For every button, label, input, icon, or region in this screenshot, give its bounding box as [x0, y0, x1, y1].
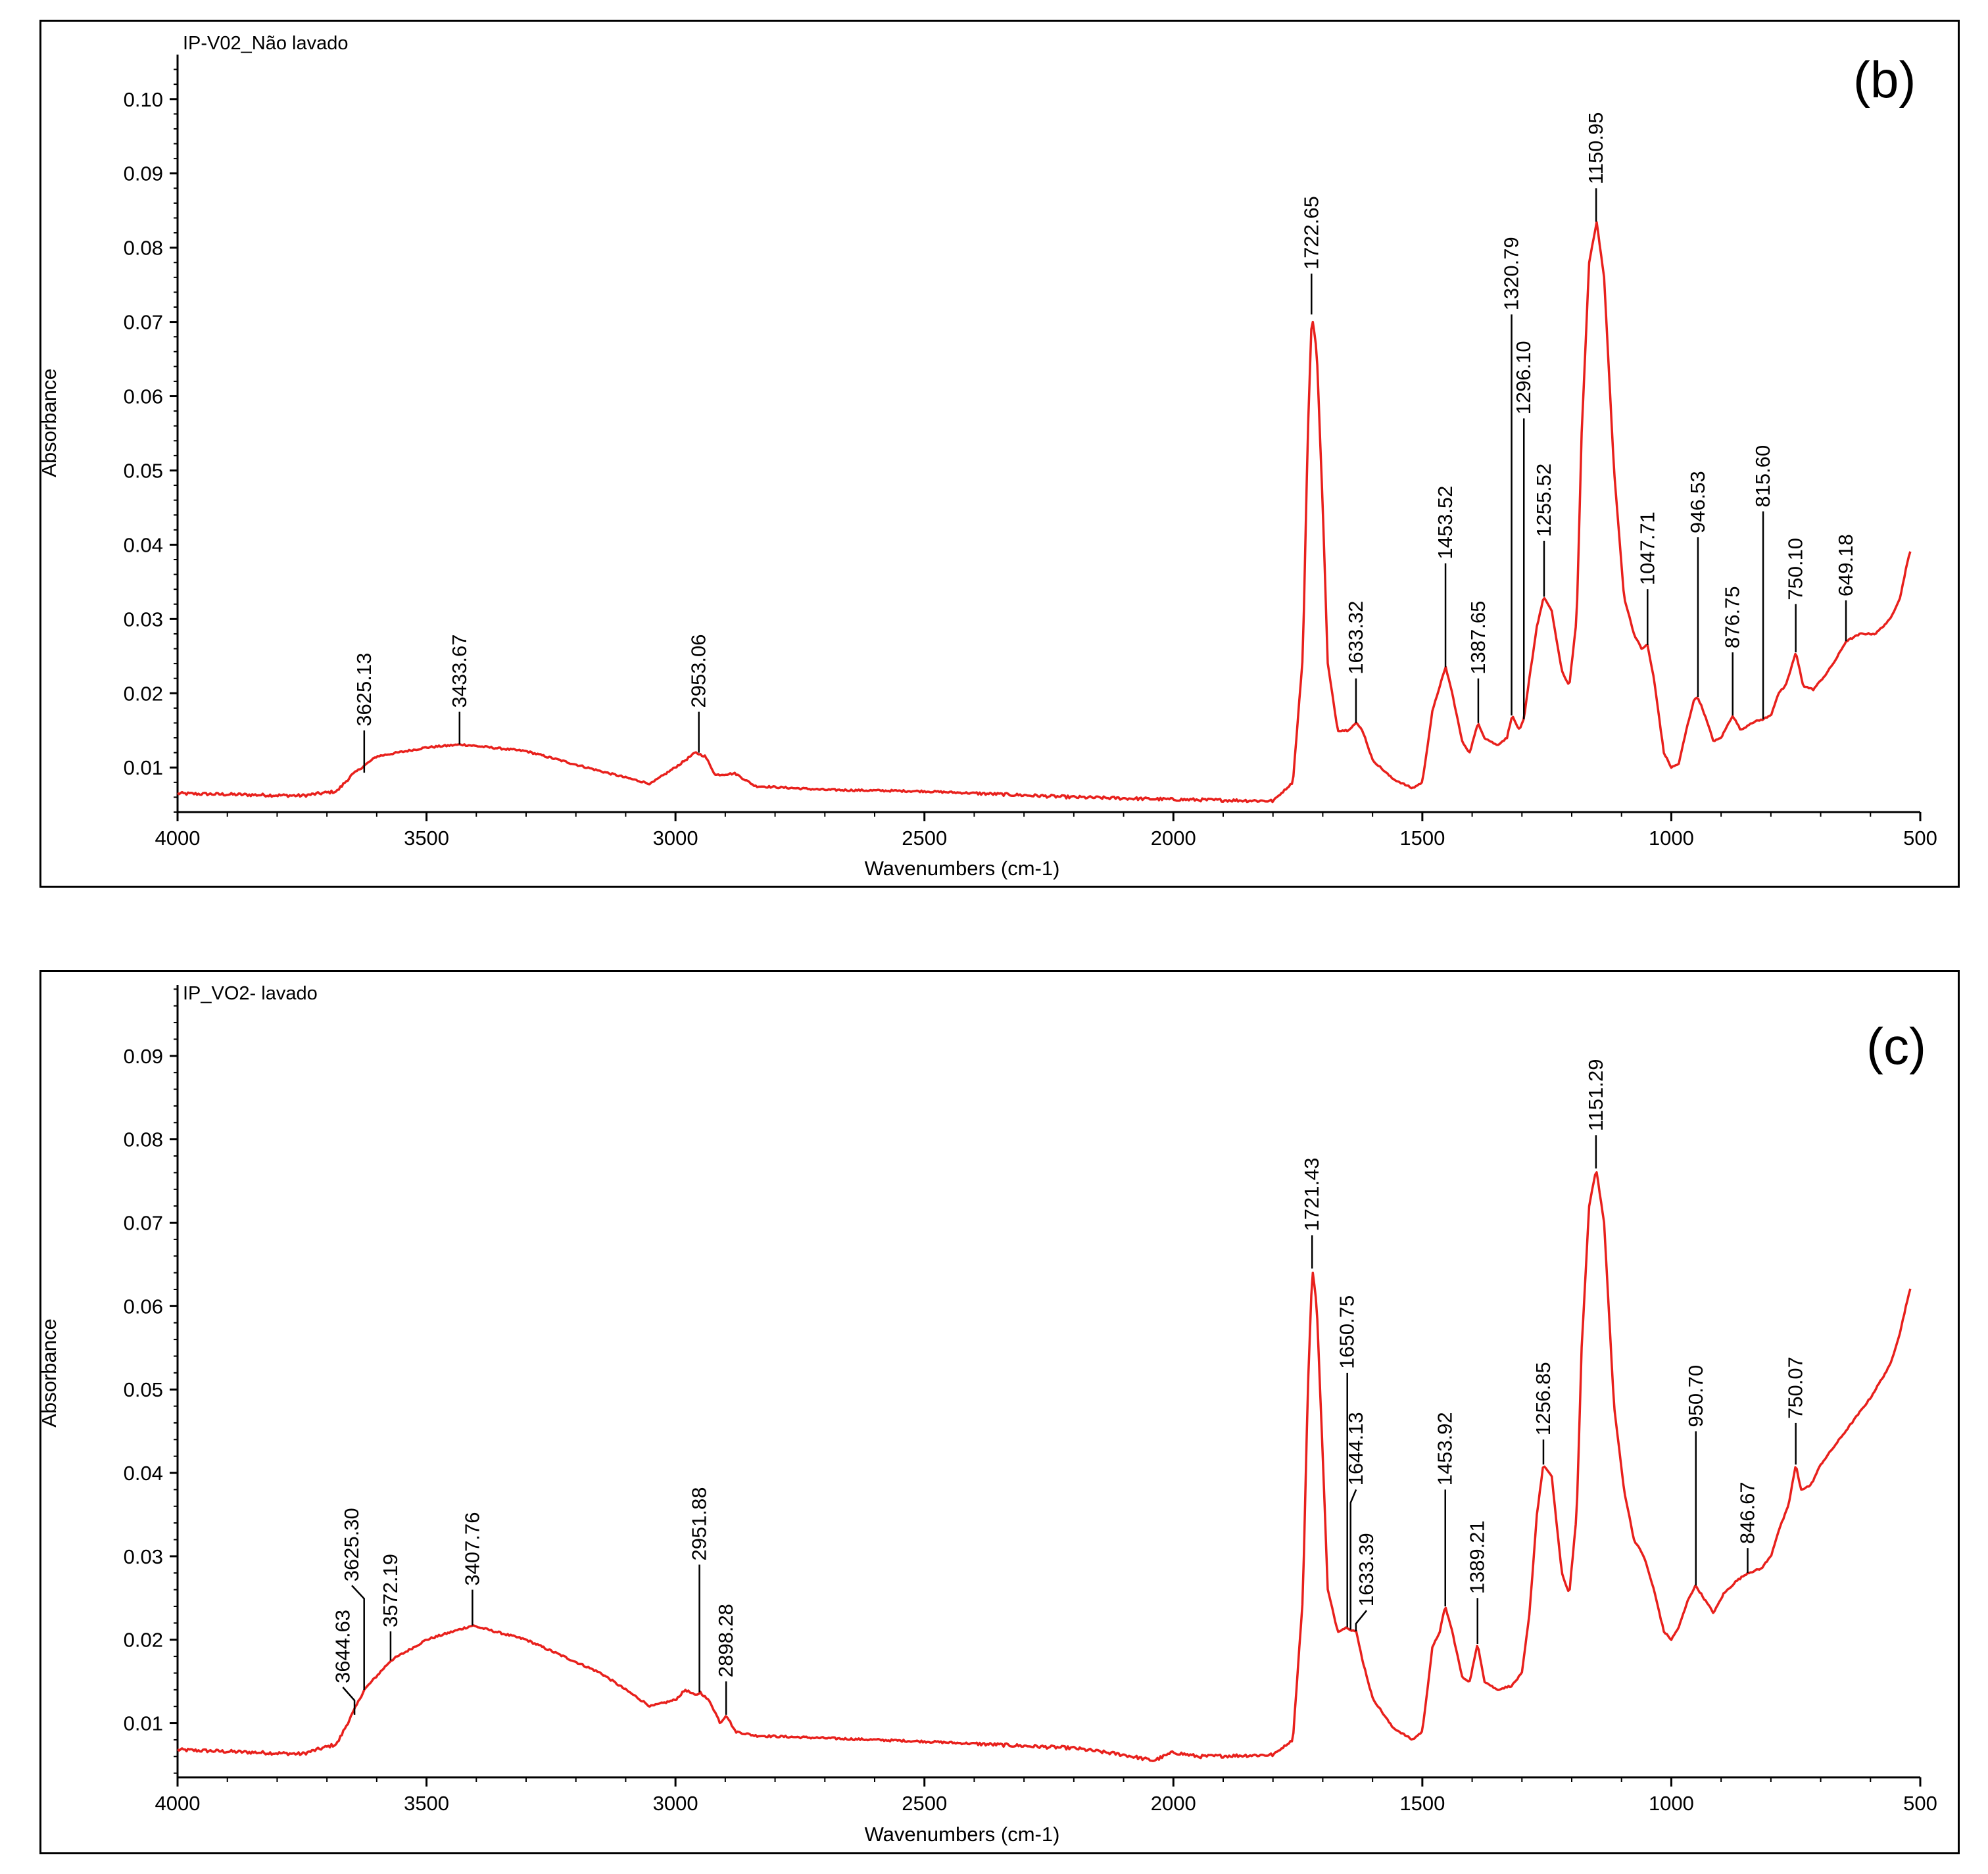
x-tick-label: 3000: [653, 827, 698, 850]
peak-label: 3572.19: [379, 1554, 402, 1627]
peak-marker: [351, 1585, 365, 1690]
y-tick-label: 0.04: [124, 533, 163, 556]
x-tick-label: 2000: [1151, 1792, 1196, 1815]
y-tick-label: 0.03: [124, 1545, 163, 1568]
x-axis-label: Wavenumbers (cm-1): [865, 857, 1060, 880]
peak-label: 1453.92: [1434, 1412, 1457, 1485]
y-tick-label: 0.02: [124, 1629, 163, 1652]
peak-label: 1389.21: [1466, 1520, 1489, 1594]
peak-label: 649.18: [1834, 534, 1857, 596]
x-tick-label: 4000: [155, 827, 201, 850]
peak-label: 3407.76: [460, 1512, 483, 1586]
x-tick-label: 500: [1903, 1792, 1937, 1815]
y-tick-label: 0.08: [124, 237, 163, 260]
series-name: IP_VO2- lavado: [183, 983, 318, 1004]
peak-label: 876.75: [1721, 586, 1744, 648]
chart-panel-b: IP-V02_Não lavado (b) Wavenumbers (cm-1)…: [37, 20, 1960, 888]
y-tick-label: 0.06: [124, 385, 163, 408]
peak-label: 1650.75: [1336, 1295, 1359, 1369]
peak-marker: [1349, 1489, 1357, 1630]
peak-label: 1721.43: [1300, 1157, 1323, 1231]
ftir-chart-b: IP-V02_Não lavado (b) Wavenumbers (cm-1)…: [37, 33, 1937, 880]
peak-label: 950.70: [1684, 1365, 1707, 1428]
peak-label: 1387.65: [1467, 601, 1490, 675]
y-axis-label: Absorbance: [37, 368, 61, 477]
peak-label: 1633.39: [1355, 1533, 1378, 1606]
y-tick-label: 0.02: [124, 682, 163, 705]
peak-label: 750.07: [1784, 1357, 1807, 1419]
peak-label: 1256.85: [1532, 1362, 1555, 1435]
y-tick-label: 0.10: [124, 88, 163, 111]
x-tick-label: 3500: [404, 1792, 449, 1815]
peak-label: 3625.30: [340, 1508, 363, 1581]
y-tick-label: 0.07: [124, 311, 163, 334]
peak-label: 846.67: [1736, 1481, 1759, 1544]
panel-label: (c): [1866, 1017, 1926, 1075]
x-tick-label: 1500: [1399, 827, 1445, 850]
peak-label: 1255.52: [1532, 464, 1555, 537]
peak-label: 1722.65: [1299, 196, 1322, 270]
y-tick-label: 0.01: [124, 1712, 163, 1735]
peak-label: 1320.79: [1500, 237, 1523, 310]
y-tick-label: 0.09: [124, 162, 163, 185]
x-tick-label: 2000: [1151, 827, 1196, 850]
peak-label: 946.53: [1686, 471, 1709, 533]
spectrum-line: [176, 1171, 1912, 1762]
y-tick-label: 0.05: [124, 459, 163, 482]
x-tick-label: 500: [1903, 827, 1937, 850]
x-tick-label: 2500: [902, 1792, 947, 1815]
x-tick-label: 3500: [404, 827, 449, 850]
x-tick-label: 2500: [902, 827, 947, 850]
y-tick-label: 0.06: [124, 1295, 163, 1318]
chart-panel-c: IP_VO2- lavado (c) Wavenumbers (cm-1) Ab…: [37, 970, 1960, 1854]
peak-label: 1151.29: [1584, 1059, 1607, 1132]
y-tick-label: 0.01: [124, 756, 163, 779]
ftir-chart-c: IP_VO2- lavado (c) Wavenumbers (cm-1) Ab…: [37, 983, 1937, 1846]
x-tick-label: 1000: [1649, 1792, 1694, 1815]
peak-label: 2951.88: [688, 1487, 711, 1560]
peak-label: 2953.06: [687, 634, 710, 708]
peak-label: 3433.67: [448, 634, 471, 708]
y-tick-label: 0.07: [124, 1212, 163, 1235]
x-tick-label: 1500: [1399, 1792, 1445, 1815]
x-tick-label: 1000: [1649, 827, 1694, 850]
x-tick-label: 3000: [653, 1792, 698, 1815]
peak-label: 1453.52: [1434, 486, 1457, 560]
x-axis-label: Wavenumbers (cm-1): [865, 1823, 1060, 1846]
peak-label: 1047.71: [1636, 512, 1659, 585]
peak-marker: [342, 1687, 356, 1715]
y-tick-label: 0.04: [124, 1462, 163, 1485]
peak-label: 1150.95: [1584, 112, 1607, 185]
y-axis-label: Absorbance: [37, 1318, 61, 1427]
series-name: IP-V02_Não lavado: [183, 33, 349, 54]
y-tick-label: 0.03: [124, 608, 163, 631]
x-tick-label: 4000: [155, 1792, 201, 1815]
peak-label: 1644.13: [1344, 1412, 1367, 1485]
y-tick-label: 0.08: [124, 1128, 163, 1151]
peak-label: 1296.10: [1512, 341, 1535, 414]
peak-marker: [1355, 1610, 1368, 1632]
spectrum-line: [177, 221, 1912, 804]
y-tick-label: 0.09: [124, 1045, 163, 1068]
peak-label: 815.60: [1751, 445, 1774, 508]
y-tick-label: 0.05: [124, 1378, 163, 1401]
panel-label: (b): [1853, 51, 1916, 108]
peak-label: 2898.28: [714, 1604, 737, 1677]
peak-label: 1633.32: [1344, 601, 1367, 675]
peak-label: 3625.13: [352, 653, 376, 727]
peak-label: 750.10: [1784, 538, 1807, 600]
peak-label: 3644.63: [331, 1610, 354, 1683]
